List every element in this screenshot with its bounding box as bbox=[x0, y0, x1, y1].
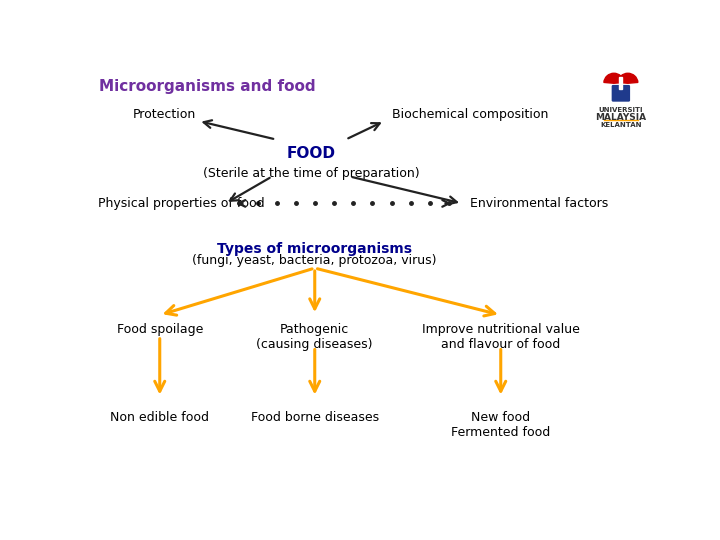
Text: Improve nutritional value
and flavour of food: Improve nutritional value and flavour of… bbox=[422, 323, 580, 351]
Text: FOOD: FOOD bbox=[287, 146, 336, 161]
Text: (fungi, yeast, bacteria, protozoa, virus): (fungi, yeast, bacteria, protozoa, virus… bbox=[192, 254, 437, 267]
Wedge shape bbox=[618, 73, 638, 83]
FancyBboxPatch shape bbox=[612, 85, 629, 101]
Text: Food borne diseases: Food borne diseases bbox=[251, 411, 379, 424]
Text: MALAYSIA: MALAYSIA bbox=[595, 113, 647, 122]
Text: UNIVERSITI: UNIVERSITI bbox=[598, 107, 643, 113]
Text: Microorganisms and food: Microorganisms and food bbox=[99, 79, 316, 93]
Text: Types of microorganisms: Types of microorganisms bbox=[217, 242, 413, 256]
Text: Food spoilage: Food spoilage bbox=[117, 323, 203, 336]
Text: Pathogenic
(causing diseases): Pathogenic (causing diseases) bbox=[256, 323, 373, 351]
Text: Non edible food: Non edible food bbox=[110, 411, 210, 424]
Text: Protection: Protection bbox=[132, 109, 196, 122]
Wedge shape bbox=[604, 73, 624, 83]
Text: Physical properties of food: Physical properties of food bbox=[98, 197, 264, 210]
Text: KELANTAN: KELANTAN bbox=[600, 122, 642, 128]
Text: Environmental factors: Environmental factors bbox=[469, 197, 608, 210]
Text: Biochemical composition: Biochemical composition bbox=[392, 109, 549, 122]
FancyBboxPatch shape bbox=[619, 77, 622, 90]
Text: (Sterile at the time of preparation): (Sterile at the time of preparation) bbox=[202, 167, 419, 180]
Text: New food
Fermented food: New food Fermented food bbox=[451, 411, 550, 440]
